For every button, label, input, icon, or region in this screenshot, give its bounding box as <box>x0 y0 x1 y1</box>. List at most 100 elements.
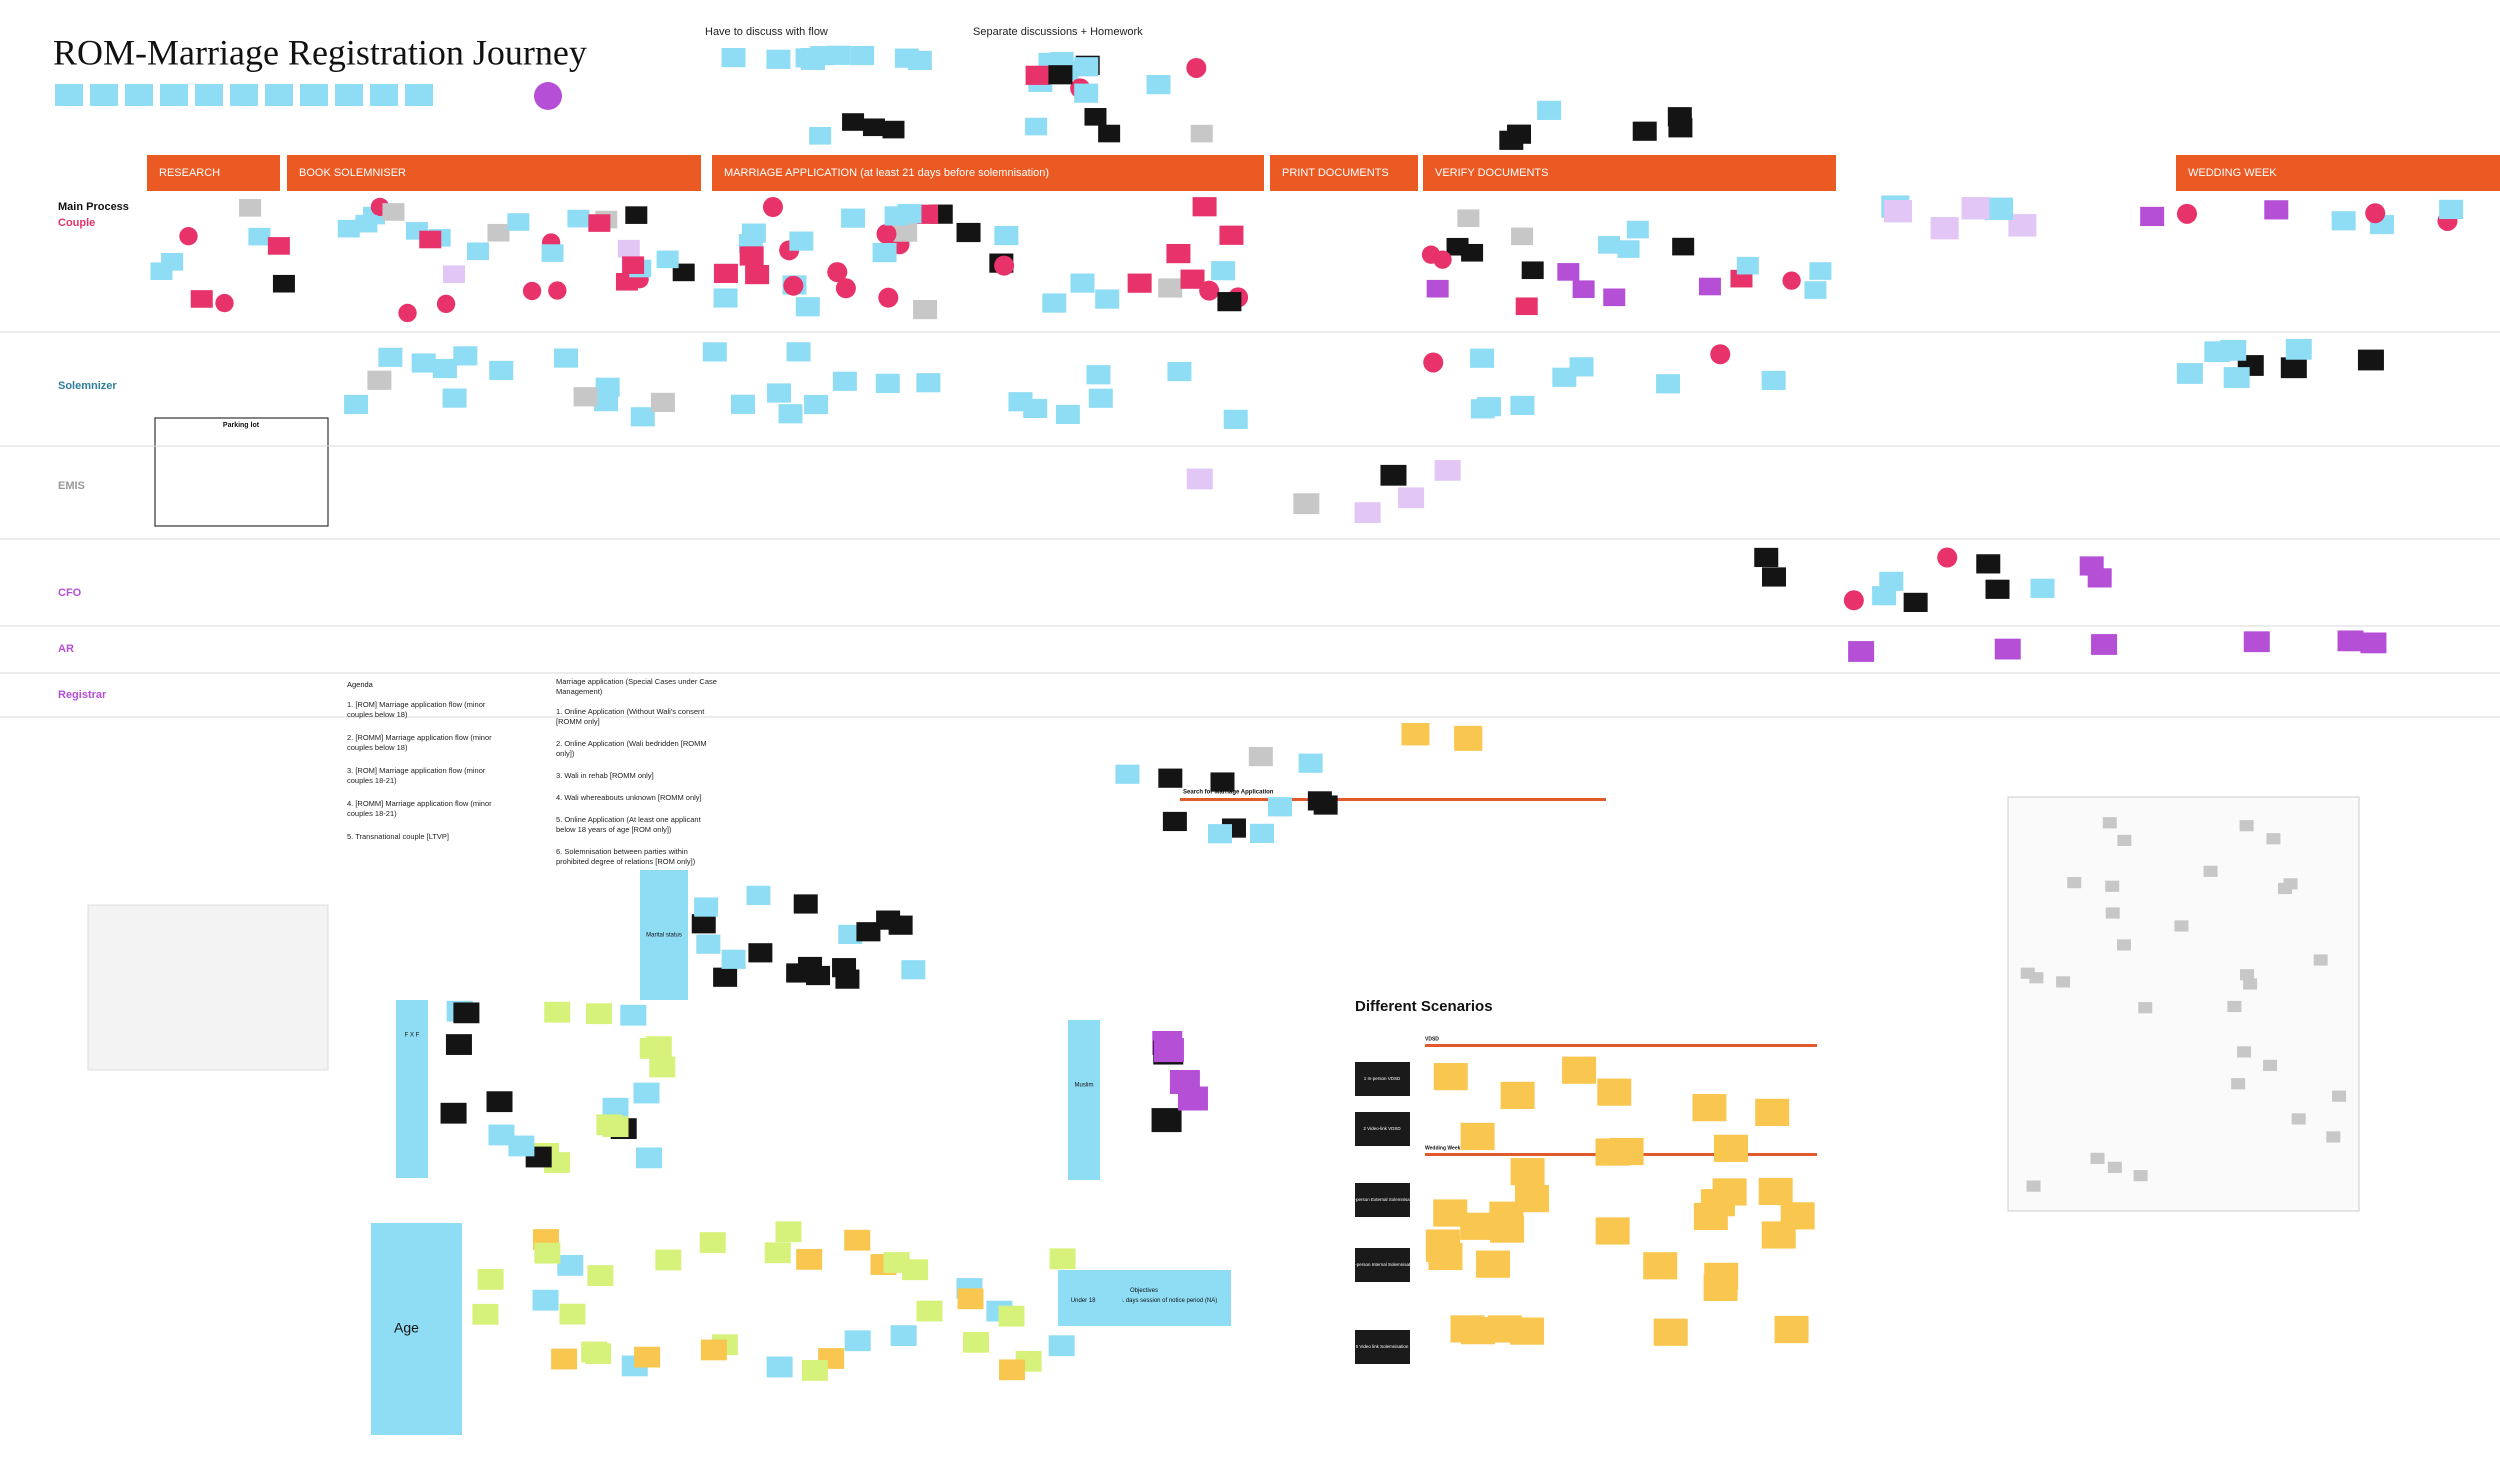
sticky-note <box>1632 121 1657 141</box>
sticky-note <box>382 203 405 221</box>
sticky-note <box>1380 464 1407 486</box>
sticky-note <box>2237 1046 2252 1058</box>
sticky-note <box>1656 374 1681 394</box>
sticky-note <box>1428 1242 1463 1271</box>
sticky-note <box>1434 459 1461 481</box>
sticky-note <box>1192 197 1217 217</box>
sticky-note <box>617 239 640 258</box>
sticky-note <box>1186 468 1213 490</box>
sticky-note <box>649 1056 676 1078</box>
scenario-row-label: 3 In-person External Solemnisation <box>1347 1197 1418 1202</box>
sticky-note <box>335 84 363 106</box>
sticky-note <box>1470 348 1495 368</box>
sticky-note <box>573 387 598 407</box>
sticky-note <box>2105 880 2120 892</box>
sticky-note <box>1985 579 2010 599</box>
lane-label: Couple <box>58 217 95 229</box>
phase-label: WEDDING WEEK <box>2188 167 2277 179</box>
sticky-note <box>916 1300 943 1322</box>
sticky-note <box>508 1135 535 1157</box>
top-heading: Have to discuss with flow <box>705 26 828 38</box>
sticky-note <box>487 223 510 242</box>
sticky-note <box>721 47 746 68</box>
sticky-note <box>1127 273 1152 293</box>
sticky-note <box>567 209 590 228</box>
sticky-note <box>1521 261 1544 280</box>
list-item: 4. [ROMM] Marriage application flow (min… <box>347 799 492 818</box>
sticky-note <box>801 1360 828 1381</box>
sticky-note <box>766 49 791 69</box>
sticky-note <box>841 208 866 228</box>
sticky-note <box>832 371 857 391</box>
sticker <box>179 227 198 246</box>
sticky-note <box>1086 365 1111 385</box>
sticky-note <box>370 84 398 106</box>
sticky-note <box>696 934 721 954</box>
sticker <box>1433 250 1452 269</box>
sticky-note <box>730 394 755 414</box>
sticky-note <box>1930 216 1959 240</box>
list-item: 2. [ROMM] Marriage application flow (min… <box>347 733 492 752</box>
phase-bar <box>712 155 1264 191</box>
sticky-note <box>809 126 832 145</box>
sticker <box>436 294 456 314</box>
sticky-note <box>1487 1315 1522 1343</box>
sticker <box>1937 547 1958 568</box>
sticky-note <box>1692 1094 1727 1122</box>
sticky-note <box>1250 823 1275 843</box>
sticky-note <box>700 1339 727 1361</box>
sticky-note <box>1460 1122 1495 1151</box>
sticky-note <box>1609 1137 1644 1166</box>
sticker <box>994 255 1015 276</box>
sticky-note <box>551 1348 578 1370</box>
sticky-note <box>2326 1131 2341 1143</box>
sticky-note <box>150 262 173 280</box>
sticky-note <box>544 1001 571 1023</box>
sticky-note <box>1515 297 1538 316</box>
sticky-note <box>1211 261 1236 281</box>
sticky-note <box>1074 83 1099 103</box>
sticky-note <box>1762 567 1787 587</box>
sticky-note <box>2223 367 2250 388</box>
sticky-note <box>625 206 648 224</box>
sticky-note <box>1774 1315 1809 1344</box>
sticky-note <box>2105 907 2120 919</box>
sticky-note <box>1700 1189 1735 1217</box>
list-item: 2. Online Application (Wali bedridden [R… <box>556 739 707 758</box>
sticky-note <box>713 288 738 308</box>
list-item: 3. Wali in rehab [ROMM only] <box>556 771 654 780</box>
phase-label: MARRIAGE APPLICATION (at least 21 days b… <box>724 167 1049 179</box>
sticky-note <box>587 1265 614 1286</box>
app-screenshot <box>87 904 329 1071</box>
sticky-note <box>2138 1002 2153 1014</box>
sticky-note <box>453 1002 480 1024</box>
sticky-note <box>2239 820 2254 832</box>
sticky-note <box>1293 493 1320 515</box>
sticky-note <box>1514 1184 1549 1213</box>
sticky-note <box>1672 237 1695 256</box>
sticky-note <box>883 1252 910 1273</box>
sticky-note <box>1070 273 1095 293</box>
sticker <box>783 275 804 296</box>
sticky-note <box>884 206 909 226</box>
sticky-note <box>1643 1252 1678 1280</box>
sticky-note <box>1872 586 1897 606</box>
sticker <box>2365 203 2386 224</box>
sticky-note <box>721 949 746 969</box>
sticky-note <box>467 242 490 261</box>
sticky-note <box>596 1114 623 1136</box>
sticky-note <box>1151 1108 1182 1133</box>
sticker <box>876 223 897 244</box>
sticky-note <box>2030 578 2055 598</box>
sticky-note <box>1446 237 1469 256</box>
sticky-note <box>2117 834 2132 847</box>
sticky-note <box>559 1303 586 1325</box>
sticky-note <box>1557 263 1580 281</box>
scenario-row-label-box <box>1355 1330 1410 1364</box>
sticky-note <box>1985 197 2014 221</box>
sticky-note <box>2176 363 2203 384</box>
sticky-note <box>1755 1098 1790 1126</box>
sticky-note <box>1190 124 1213 143</box>
sticky-note <box>602 1097 629 1119</box>
